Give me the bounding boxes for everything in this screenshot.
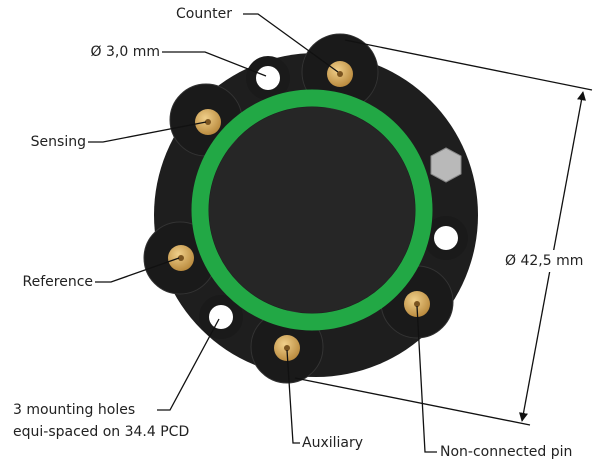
counter-label: Counter bbox=[176, 6, 232, 22]
mounting-holes-label: equi-spaced on 34.4 PCD bbox=[13, 424, 189, 440]
non-connected-pin-label: Non-connected pin bbox=[440, 444, 572, 460]
reference-label: Reference bbox=[23, 274, 94, 290]
auxiliary-label: Auxiliary bbox=[302, 435, 363, 451]
diagram: Counter Ø 3,0 mm Sensing Reference 3 mou… bbox=[0, 0, 610, 461]
sensing-label: Sensing bbox=[31, 134, 86, 150]
sensor-body bbox=[144, 34, 478, 383]
dimension-label: Ø 42,5 mm bbox=[505, 253, 583, 269]
mounting-holes-label: 3 mounting holes bbox=[13, 402, 135, 418]
hole-diameter-label: Ø 3,0 mm bbox=[91, 44, 160, 60]
